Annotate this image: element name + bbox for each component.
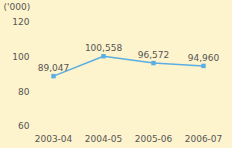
svg-text:94,960: 94,960 [188, 53, 220, 63]
svg-text:120: 120 [12, 17, 29, 27]
svg-text:100,558: 100,558 [85, 43, 122, 53]
svg-text:2006-07: 2006-07 [185, 134, 223, 144]
svg-text:2004-05: 2004-05 [85, 134, 123, 144]
svg-text:96,572: 96,572 [138, 50, 170, 60]
svg-text:2003-04: 2003-04 [35, 134, 73, 144]
svg-text:60: 60 [18, 121, 30, 131]
svg-text:('000): ('000) [4, 2, 31, 12]
svg-text:80: 80 [18, 87, 30, 97]
svg-text:100: 100 [12, 52, 29, 62]
svg-text:89,047: 89,047 [38, 63, 70, 73]
svg-text:2005-06: 2005-06 [135, 134, 173, 144]
